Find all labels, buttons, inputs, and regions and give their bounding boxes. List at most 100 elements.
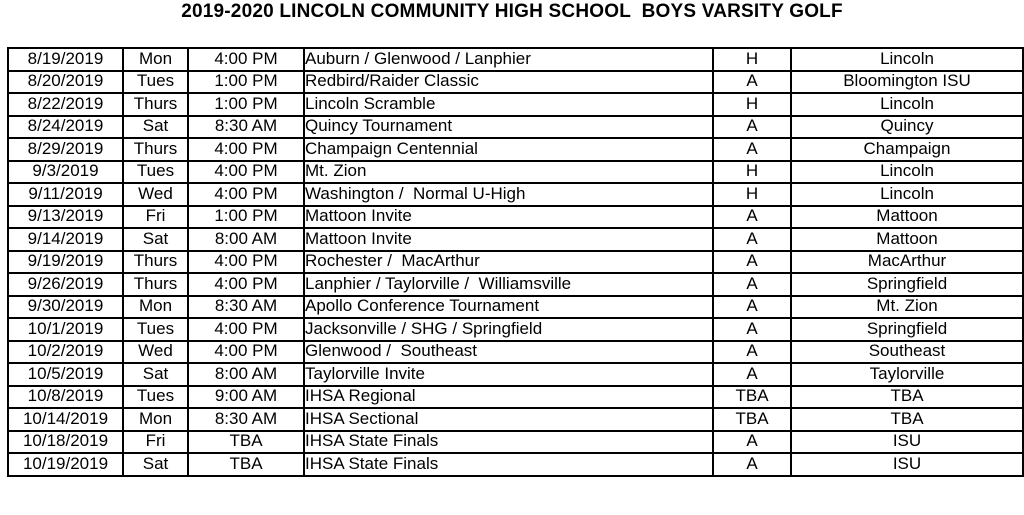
page-title: 2019-2020 LINCOLN COMMUNITY HIGH SCHOOL … <box>181 1 843 22</box>
day-cell: Sat <box>122 452 189 477</box>
day-cell: Wed <box>122 339 189 364</box>
time-cell: 4:00 PM <box>187 137 305 162</box>
event-cell: Apollo Conference Tournament <box>303 294 714 319</box>
site-cell: H <box>712 159 792 184</box>
location-cell: Springfield <box>790 317 1024 342</box>
time-cell: 9:00 AM <box>187 384 305 409</box>
location-cell: ISU <box>790 429 1024 454</box>
site-cell: H <box>712 47 792 72</box>
date-cell: 9/11/2019 <box>7 182 124 207</box>
time-cell: 4:00 PM <box>187 182 305 207</box>
date-cell: 8/22/2019 <box>7 92 124 117</box>
day-cell: Fri <box>122 204 189 229</box>
location-cell: Lincoln <box>790 47 1024 72</box>
day-cell: Fri <box>122 429 189 454</box>
site-cell: A <box>712 227 792 252</box>
date-cell: 10/19/2019 <box>7 452 124 477</box>
time-cell: 4:00 PM <box>187 249 305 274</box>
table-row: 8/29/2019 Thurs 4:00 PM Champaign Centen… <box>7 137 1024 162</box>
table-row: 10/8/2019 Tues 9:00 AM IHSA Regional TBA… <box>7 384 1024 409</box>
event-cell: Jacksonville / SHG / Springfield <box>303 317 714 342</box>
location-cell: TBA <box>790 384 1024 409</box>
site-cell: H <box>712 182 792 207</box>
site-cell: A <box>712 452 792 477</box>
table-row: 8/22/2019 Thurs 1:00 PM Lincoln Scramble… <box>7 92 1024 117</box>
location-cell: Lincoln <box>790 92 1024 117</box>
day-cell: Sat <box>122 114 189 139</box>
time-cell: 8:30 AM <box>187 294 305 319</box>
site-cell: A <box>712 272 792 297</box>
day-cell: Tues <box>122 159 189 184</box>
time-cell: TBA <box>187 452 305 477</box>
time-cell: TBA <box>187 429 305 454</box>
day-cell: Mon <box>122 294 189 319</box>
date-cell: 9/13/2019 <box>7 204 124 229</box>
event-cell: IHSA Sectional <box>303 407 714 432</box>
table-row: 9/13/2019 Fri 1:00 PM Mattoon Invite A M… <box>7 204 1024 229</box>
table-row: 9/3/2019 Tues 4:00 PM Mt. Zion H Lincoln <box>7 159 1024 184</box>
time-cell: 8:30 AM <box>187 407 305 432</box>
golf-schedule-table: 8/19/2019 Mon 4:00 PM Auburn / Glenwood … <box>7 47 1024 477</box>
date-cell: 8/29/2019 <box>7 137 124 162</box>
site-cell: A <box>712 114 792 139</box>
table-row: 10/14/2019 Mon 8:30 AM IHSA Sectional TB… <box>7 407 1024 432</box>
date-cell: 10/18/2019 <box>7 429 124 454</box>
site-cell: A <box>712 137 792 162</box>
time-cell: 8:00 AM <box>187 227 305 252</box>
location-cell: Mattoon <box>790 227 1024 252</box>
table-row: 10/1/2019 Tues 4:00 PM Jacksonville / SH… <box>7 317 1024 342</box>
table-row: 9/19/2019 Thurs 4:00 PM Rochester / MacA… <box>7 249 1024 274</box>
table-row: 9/11/2019 Wed 4:00 PM Washington / Norma… <box>7 182 1024 207</box>
event-cell: Mt. Zion <box>303 159 714 184</box>
day-cell: Wed <box>122 182 189 207</box>
site-cell: A <box>712 429 792 454</box>
date-cell: 10/14/2019 <box>7 407 124 432</box>
table-row: 8/24/2019 Sat 8:30 AM Quincy Tournament … <box>7 114 1024 139</box>
location-cell: Lincoln <box>790 182 1024 207</box>
time-cell: 1:00 PM <box>187 92 305 117</box>
day-cell: Tues <box>122 384 189 409</box>
location-cell: ISU <box>790 452 1024 477</box>
location-cell: MacArthur <box>790 249 1024 274</box>
day-cell: Sat <box>122 227 189 252</box>
site-cell: A <box>712 204 792 229</box>
event-cell: Auburn / Glenwood / Lanphier <box>303 47 714 72</box>
location-cell: Mt. Zion <box>790 294 1024 319</box>
site-cell: A <box>712 249 792 274</box>
table-row: 10/2/2019 Wed 4:00 PM Glenwood / Southea… <box>7 339 1024 364</box>
time-cell: 8:00 AM <box>187 362 305 387</box>
event-cell: Lincoln Scramble <box>303 92 714 117</box>
table-row: 8/19/2019 Mon 4:00 PM Auburn / Glenwood … <box>7 47 1024 72</box>
event-cell: Mattoon Invite <box>303 227 714 252</box>
event-cell: Glenwood / Southeast <box>303 339 714 364</box>
location-cell: Southeast <box>790 339 1024 364</box>
time-cell: 4:00 PM <box>187 47 305 72</box>
table-row: 10/18/2019 Fri TBA IHSA State Finals A I… <box>7 429 1024 454</box>
date-cell: 9/14/2019 <box>7 227 124 252</box>
time-cell: 1:00 PM <box>187 204 305 229</box>
event-cell: Mattoon Invite <box>303 204 714 229</box>
location-cell: Lincoln <box>790 159 1024 184</box>
day-cell: Tues <box>122 317 189 342</box>
site-cell: A <box>712 317 792 342</box>
table-row: 9/26/2019 Thurs 4:00 PM Lanphier / Taylo… <box>7 272 1024 297</box>
time-cell: 4:00 PM <box>187 159 305 184</box>
date-cell: 8/20/2019 <box>7 69 124 94</box>
time-cell: 4:00 PM <box>187 317 305 342</box>
time-cell: 8:30 AM <box>187 114 305 139</box>
day-cell: Sat <box>122 362 189 387</box>
location-cell: Taylorville <box>790 362 1024 387</box>
site-cell: A <box>712 69 792 94</box>
event-cell: Quincy Tournament <box>303 114 714 139</box>
day-cell: Thurs <box>122 272 189 297</box>
location-cell: TBA <box>790 407 1024 432</box>
event-cell: Champaign Centennial <box>303 137 714 162</box>
time-cell: 4:00 PM <box>187 339 305 364</box>
date-cell: 8/24/2019 <box>7 114 124 139</box>
date-cell: 9/3/2019 <box>7 159 124 184</box>
date-cell: 10/1/2019 <box>7 317 124 342</box>
day-cell: Tues <box>122 69 189 94</box>
day-cell: Thurs <box>122 137 189 162</box>
time-cell: 4:00 PM <box>187 272 305 297</box>
day-cell: Mon <box>122 407 189 432</box>
